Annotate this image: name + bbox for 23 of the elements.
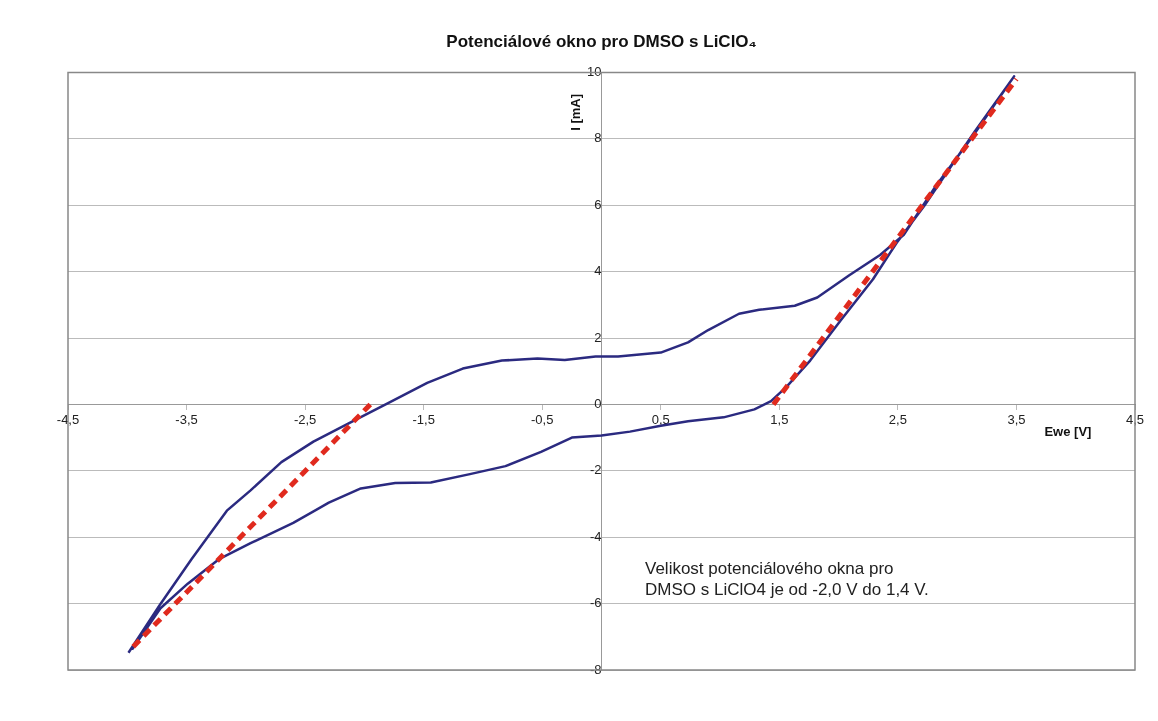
annotation: Velikost potenciálového okna pro DMSO s LiClO4 je od -2,0 V do 1,4 V.: [645, 558, 930, 600]
x-tick-label: -4,5: [56, 411, 80, 427]
y-tick-label: -6: [589, 595, 602, 611]
y-tick-label: 4: [594, 263, 602, 279]
x-axis-title: Ewe [V]: [1044, 423, 1092, 439]
x-tick-label: -0,5: [531, 411, 554, 427]
chart-title: Potenciálové okno pro DMSO s LiClO₄: [446, 31, 757, 51]
x-tick-label: 4,5: [1125, 411, 1145, 427]
y-tick-label: 0: [594, 395, 602, 411]
x-tick-label: -2,5: [293, 411, 317, 427]
y-axis-title: I [mA]: [568, 93, 584, 131]
y-tick-label: -8: [589, 661, 602, 677]
x-tick-label: 3,5: [1007, 411, 1026, 427]
x-tick-label: 2,5: [888, 411, 907, 427]
x-tick-label: -3,5: [175, 411, 198, 427]
y-tick-label: 2: [594, 329, 602, 345]
y-tick-label: -2: [589, 462, 602, 478]
y-tick-label: 8: [594, 130, 602, 146]
y-tick-label: 6: [594, 196, 602, 212]
x-tick-label: 0,5: [651, 411, 670, 427]
x-tick-label: -1,5: [412, 411, 435, 427]
x-tick-label: 1,5: [770, 411, 789, 427]
y-tick-label: -4: [589, 528, 602, 544]
